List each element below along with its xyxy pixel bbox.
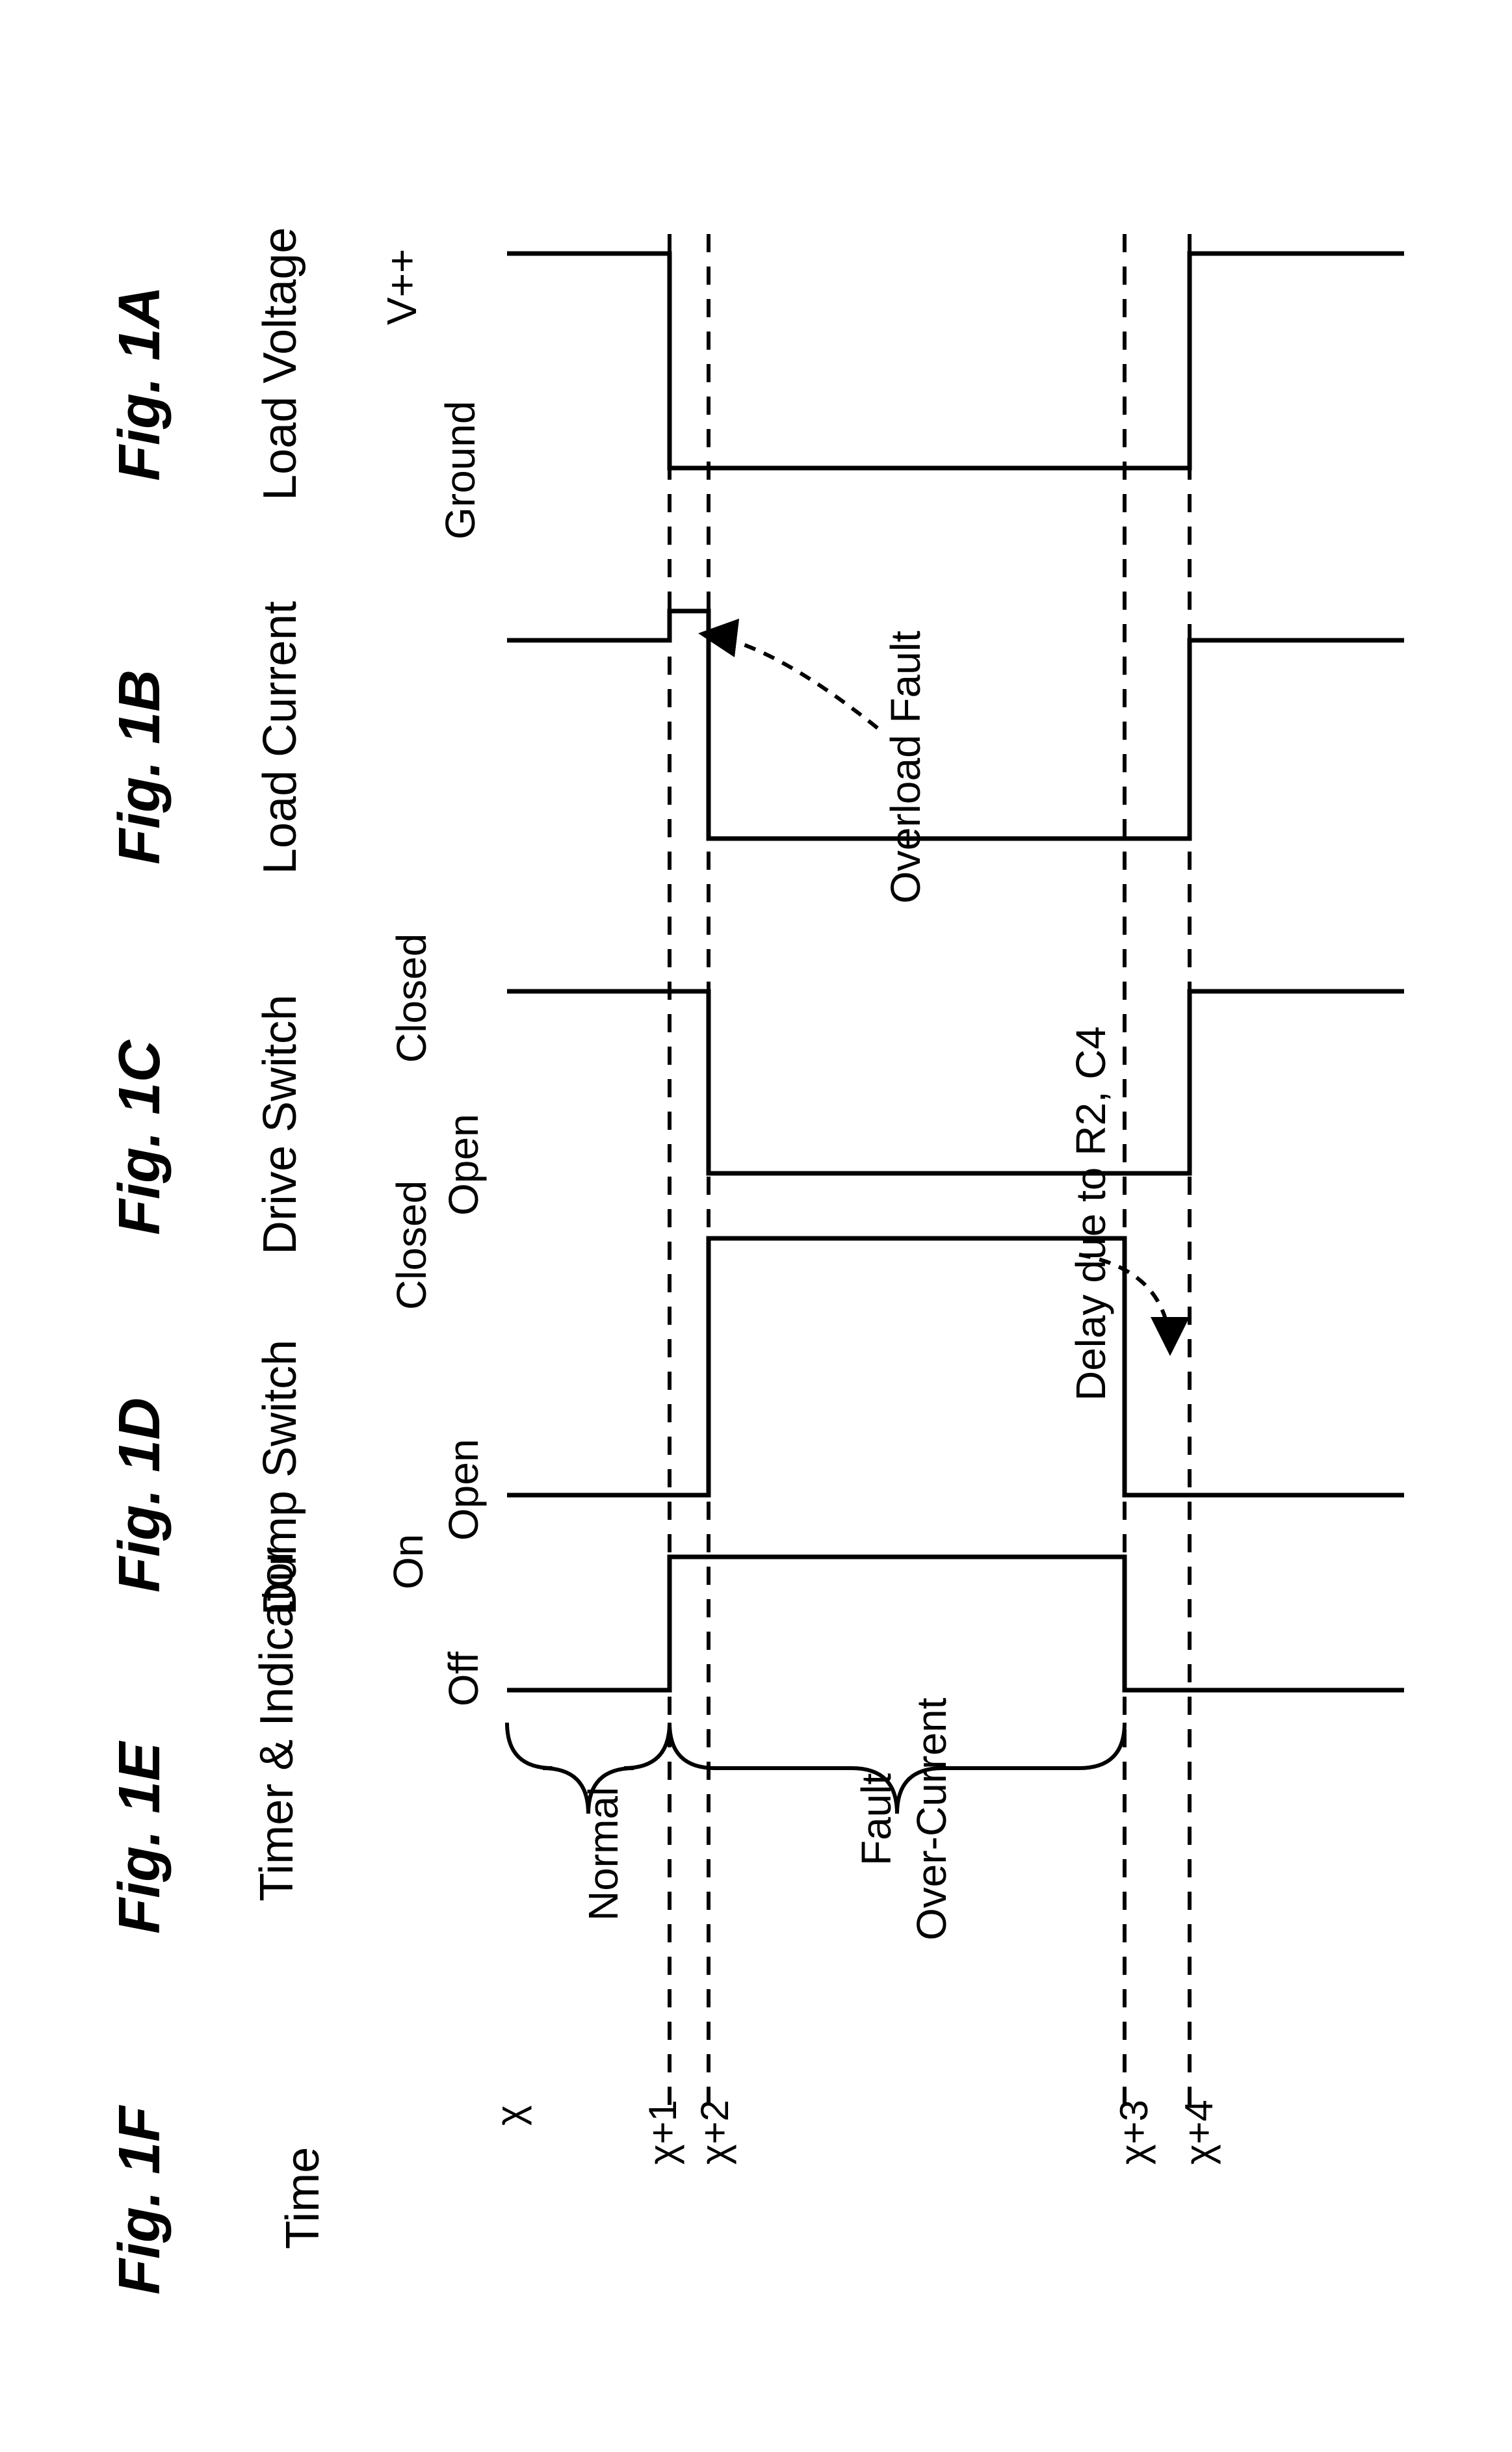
signal-load-current <box>507 611 1404 839</box>
signal-timer-indicator <box>507 1557 1404 1690</box>
timing-diagram-page: Fig. 1A Fig. 1B Fig. 1C Fig. 1D Fig. 1E … <box>0 0 1512 2452</box>
level-e-off: Off <box>440 1652 487 1706</box>
row-title-timer-indicator: Timer & Indicator <box>251 1547 303 1901</box>
row-title-time: Time <box>277 2147 329 2249</box>
level-c-closed: Closed <box>388 933 435 1063</box>
level-e-on: On <box>385 1534 432 1589</box>
level-ground: Ground <box>437 401 484 540</box>
level-vpp: V++ <box>378 249 425 325</box>
annot-delay-rc: Delay due to R2, C4 <box>1067 1026 1114 1401</box>
x-tick-labels: χ χ+1 χ+2 χ+3 χ+4 <box>488 2100 1221 2165</box>
fig-1e-label: Fig. 1E <box>107 1740 172 1934</box>
annot-over-current: Over-Current <box>908 1697 955 1940</box>
annotations: Overload Fault Delay due to R2, C4 Norma… <box>507 631 1170 1940</box>
tick-chi-p2: χ+2 <box>693 2100 736 2165</box>
tick-chi-p4: χ+4 <box>1177 2100 1221 2165</box>
fig-1a-label: Fig. 1A <box>107 286 172 481</box>
timing-diagram-svg: Fig. 1A Fig. 1B Fig. 1C Fig. 1D Fig. 1E … <box>0 0 1512 2452</box>
signal-drive-switch <box>507 991 1404 1173</box>
fig-1d-label: Fig. 1D <box>107 1398 172 1593</box>
fig-1c-label: Fig. 1C <box>107 1039 172 1235</box>
tick-chi-p1: χ+1 <box>641 2100 684 2165</box>
signals <box>507 254 1404 1690</box>
fig-labels-col: Fig. 1A Fig. 1B Fig. 1C Fig. 1D Fig. 1E … <box>107 286 172 2295</box>
row-title-drive-switch: Drive Switch <box>254 995 306 1255</box>
arrow-overload-fault <box>702 634 878 728</box>
signal-dump-switch <box>507 1238 1404 1495</box>
annot-overload-fault: Overload Fault <box>882 631 929 904</box>
row-title-load-voltage: Load Voltage <box>254 228 306 501</box>
annot-normal: Normal <box>580 1787 627 1921</box>
signal-load-voltage <box>507 254 1404 468</box>
level-c-open: Open <box>440 1114 487 1216</box>
level-d-closed: Closed <box>388 1180 435 1310</box>
annot-fault: Fault <box>853 1773 900 1866</box>
row-title-load-current: Load Current <box>254 601 306 874</box>
row-titles-col: Load Voltage Load Current Drive Switch D… <box>251 228 329 2249</box>
fig-1b-label: Fig. 1B <box>107 670 172 865</box>
tick-chi: χ <box>488 2106 532 2126</box>
tick-chi-p3: χ+3 <box>1112 2100 1156 2165</box>
level-d-open: Open <box>440 1439 487 1541</box>
level-labels: V++ Ground Closed Open Closed Open On Of… <box>378 249 487 1706</box>
fig-1f-label: Fig. 1F <box>107 2105 172 2295</box>
